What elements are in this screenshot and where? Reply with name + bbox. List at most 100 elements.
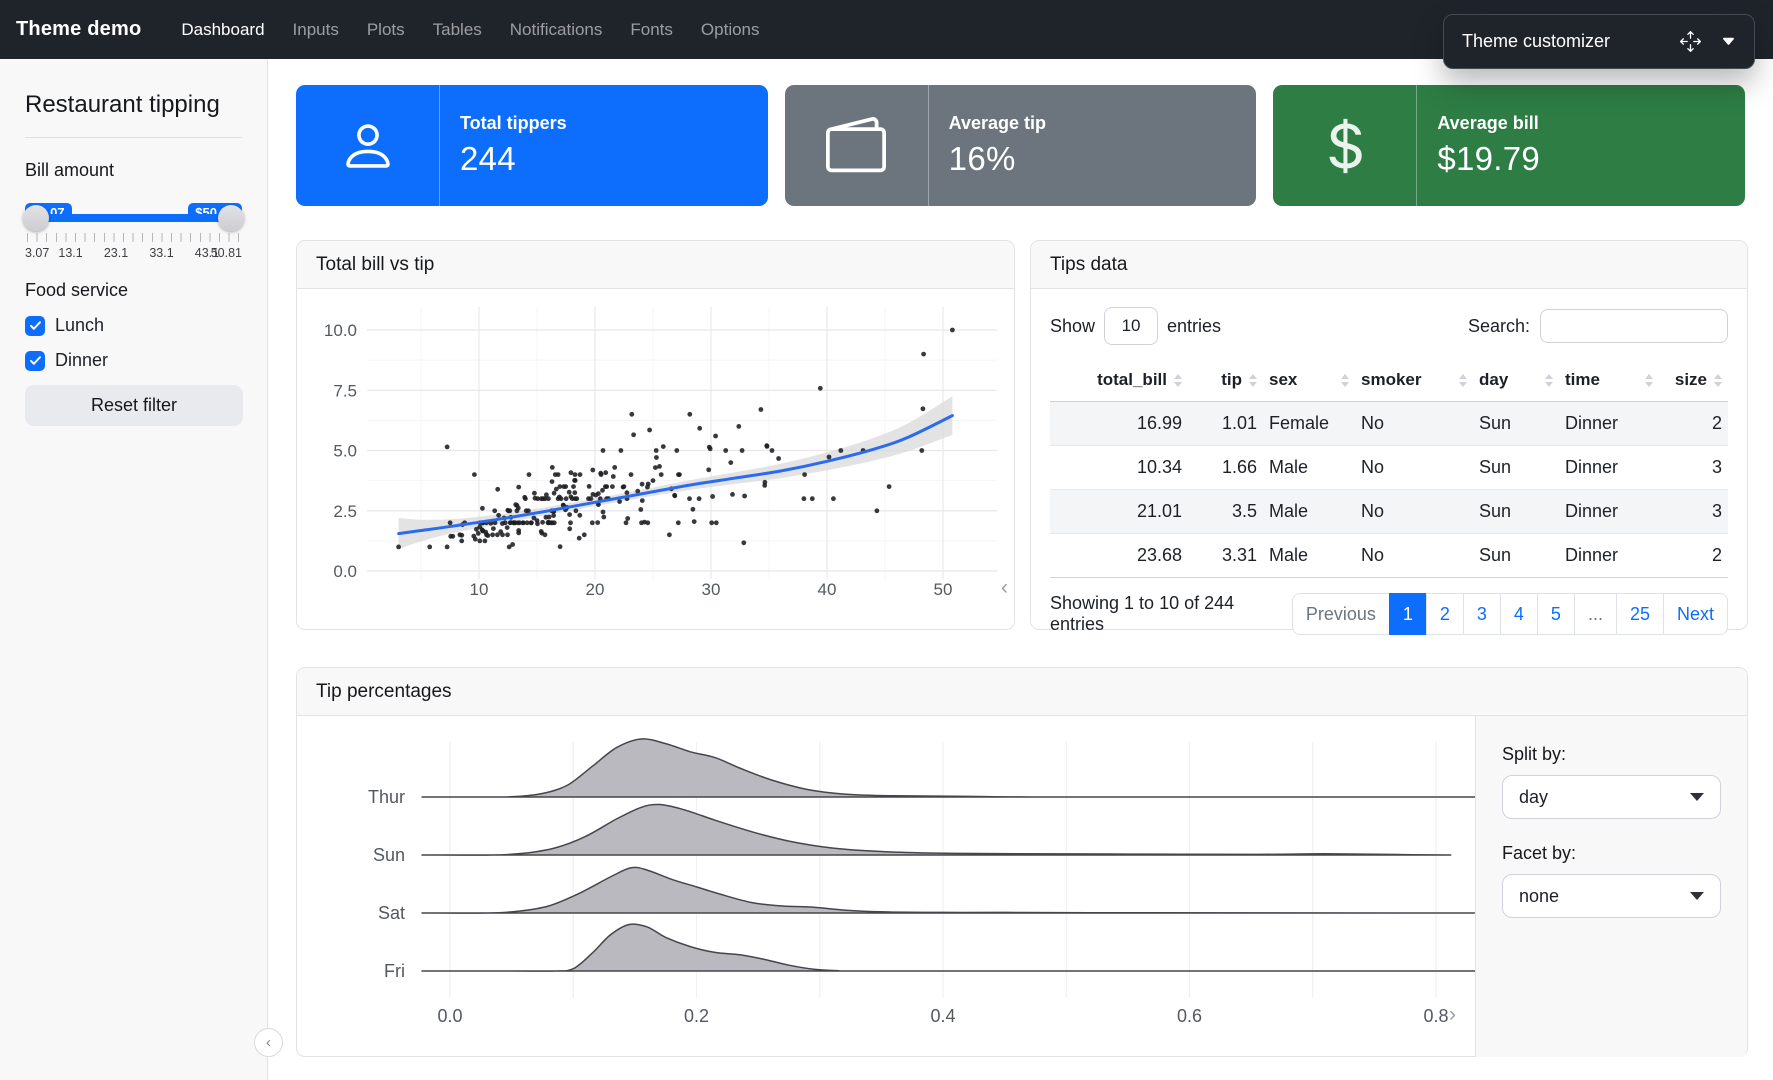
- page-button-2[interactable]: 2: [1425, 593, 1464, 635]
- sort-icon: [1714, 373, 1722, 387]
- value-box-value: 244: [460, 140, 516, 177]
- facet-by-label: Facet by:: [1502, 843, 1577, 863]
- nav-item-plots[interactable]: Plots: [366, 19, 405, 39]
- page-button-25[interactable]: 25: [1615, 593, 1664, 635]
- slider-handle-max[interactable]: [218, 205, 244, 231]
- svg-text:Sun: Sun: [373, 845, 405, 865]
- svg-text:Fri: Fri: [384, 961, 405, 981]
- table-cell: No: [1361, 457, 1385, 477]
- person-icon: [296, 85, 440, 206]
- column-header-sex[interactable]: sex: [1263, 361, 1355, 401]
- slider-bar: [29, 214, 238, 222]
- table-row[interactable]: 21.01 3.5 Male No Sun Dinner 3: [1050, 490, 1728, 534]
- value-box-average-tip: Average tip 16%: [784, 85, 1257, 206]
- split-by-select[interactable]: day: [1502, 775, 1721, 819]
- show-label: Show: [1050, 315, 1096, 336]
- svg-text:Sat: Sat: [378, 903, 405, 923]
- svg-text:10: 10: [470, 580, 489, 599]
- nav-item-tables[interactable]: Tables: [432, 19, 482, 39]
- page-button-3[interactable]: 3: [1462, 593, 1501, 635]
- table-cell: 3.31: [1221, 545, 1257, 565]
- nav-item-inputs[interactable]: Inputs: [292, 19, 339, 39]
- column-header-day[interactable]: day: [1473, 361, 1559, 401]
- svg-text:Thur: Thur: [368, 787, 405, 807]
- scatter-card-header: Total bill vs tip: [297, 241, 1014, 289]
- page-button-1[interactable]: 1: [1388, 593, 1427, 635]
- tip-percentages-card: Tip percentages Thur Sun Sat Fri 0.0 0.2 0.4 0.…: [296, 667, 1748, 1057]
- checkbox-dinner[interactable]: Dinner: [25, 350, 242, 371]
- table-info: Showing 1 to 10 of 244 entries: [1050, 593, 1235, 634]
- table-cell: Dinner: [1565, 545, 1619, 565]
- table-cell: Male: [1269, 545, 1309, 565]
- ridge-card-title: Tip percentages: [316, 680, 452, 702]
- value-box-average-bill: Average bill $19.79: [1273, 85, 1746, 206]
- caret-down-icon[interactable]: [1721, 34, 1736, 49]
- table-cell: Dinner: [1565, 501, 1619, 521]
- table-cell: Sun: [1479, 457, 1512, 477]
- nav-item-fonts[interactable]: Fonts: [630, 19, 673, 39]
- value-boxes: Total tippers 244 Average tip 16% Averag…: [296, 85, 1746, 206]
- table-cell: Sun: [1479, 545, 1512, 565]
- table-cell: Dinner: [1565, 413, 1619, 433]
- facet-by-select[interactable]: none: [1502, 874, 1721, 918]
- table-cell: 2: [1711, 545, 1722, 565]
- tips-card-header: Tips data: [1031, 241, 1747, 289]
- column-header-tip[interactable]: tip: [1188, 361, 1263, 401]
- page-length-select[interactable]: 10: [1104, 307, 1159, 345]
- page-button-next[interactable]: Next: [1662, 593, 1728, 635]
- panel-expand-chevron-icon[interactable]: ›: [1449, 1003, 1456, 1026]
- table-search-input[interactable]: [1540, 309, 1728, 343]
- page-button-4[interactable]: 4: [1499, 593, 1538, 635]
- table-cell: 10.34: [1136, 457, 1182, 477]
- svg-text:2.5: 2.5: [333, 502, 357, 521]
- table-cell: 1.66: [1221, 457, 1257, 477]
- food-service-options: Lunch Dinner: [25, 315, 242, 371]
- sidebar-collapse-toggle[interactable]: ‹: [254, 1028, 283, 1057]
- column-header-size[interactable]: size: [1659, 361, 1728, 401]
- sort-icon: [1341, 373, 1349, 387]
- table-row[interactable]: 10.34 1.66 Male No Sun Dinner 3: [1050, 446, 1728, 490]
- slider-handle-min[interactable]: [23, 205, 49, 231]
- facet-by-value: none: [1519, 885, 1560, 906]
- bill-amount-slider: $3.07 $50.81 3.07 13.1 23.1 33.1 43.1 50.81: [23, 203, 244, 264]
- bill-amount-label: Bill amount: [25, 160, 115, 180]
- table-row[interactable]: 23.68 3.31 Male No Sun Dinner 2: [1050, 534, 1728, 578]
- column-header-total_bill[interactable]: total_bill: [1050, 361, 1188, 401]
- column-header-smoker[interactable]: smoker: [1355, 361, 1473, 401]
- select-caret-icon: [1690, 892, 1704, 900]
- food-service-label: Food service: [25, 280, 129, 300]
- divider: [25, 137, 242, 138]
- sidebar-title: Restaurant tipping: [25, 91, 220, 118]
- sort-icon: [1249, 373, 1257, 387]
- nav-item-options[interactable]: Options: [700, 19, 760, 39]
- checkbox-lunch[interactable]: Lunch: [25, 315, 242, 336]
- table-cell: 16.99: [1136, 413, 1182, 433]
- svg-text:0.0: 0.0: [333, 562, 357, 581]
- sort-icon: [1174, 373, 1182, 387]
- split-by-label: Split by:: [1502, 744, 1567, 764]
- dollar-icon: [1273, 85, 1418, 206]
- reset-filter-button[interactable]: Reset filter: [25, 385, 243, 426]
- filter-sidebar: Restaurant tipping Bill amount $3.07 $50…: [0, 59, 268, 1080]
- slider-track[interactable]: [23, 205, 244, 231]
- table-row[interactable]: 16.99 1.01 Female No Sun Dinner 2: [1050, 402, 1728, 446]
- tips-card-title: Tips data: [1050, 253, 1128, 275]
- sort-icon: [1545, 373, 1553, 387]
- select-caret-icon: [1690, 793, 1704, 801]
- card-collapse-chevron-icon[interactable]: ‹: [1001, 576, 1008, 599]
- table-header-row: total_bill tip sex smoker day time size: [1050, 361, 1728, 402]
- page-button-...: ...: [1573, 593, 1617, 635]
- column-header-time[interactable]: time: [1559, 361, 1659, 401]
- arrows-move-icon[interactable]: [1680, 31, 1701, 52]
- svg-text:10.0: 10.0: [324, 321, 357, 340]
- table-cell: 21.01: [1136, 501, 1182, 521]
- theme-customizer[interactable]: Theme customizer: [1443, 14, 1755, 69]
- slider-tick-label: 33.1: [149, 246, 174, 260]
- page-button-previous[interactable]: Previous: [1291, 593, 1390, 635]
- table-cell: Dinner: [1565, 457, 1619, 477]
- nav-item-notifications[interactable]: Notifications: [509, 19, 603, 39]
- page-button-5[interactable]: 5: [1536, 593, 1575, 635]
- svg-text:0.2: 0.2: [684, 1006, 709, 1026]
- value-box-title: Average tip: [948, 113, 1047, 133]
- nav-item-dashboard[interactable]: Dashboard: [181, 19, 265, 39]
